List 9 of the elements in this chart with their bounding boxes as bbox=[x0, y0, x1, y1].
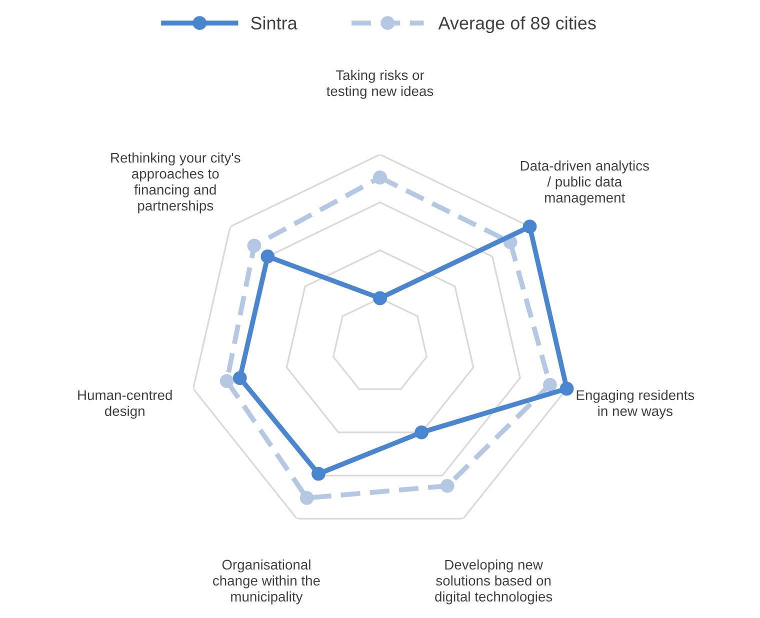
spoke-label: Developing new solutions based on digital technologies bbox=[435, 559, 552, 604]
spoke-label: Human-centred design bbox=[78, 390, 172, 419]
spoke-label: Rethinking your city's approaches to financing and partnerships bbox=[111, 152, 240, 214]
spoke-label: Organisational change within the municipality bbox=[212, 559, 320, 604]
legend-label: Sintra bbox=[251, 16, 298, 30]
legend-label: Average of 89 cities bbox=[438, 16, 596, 34]
spoke-label: Taking risks or testing new ideas bbox=[326, 70, 434, 99]
spoke-label: Engaging residents in new ways bbox=[576, 390, 694, 419]
spoke-label: Data-driven analytics / public data management bbox=[520, 160, 649, 206]
